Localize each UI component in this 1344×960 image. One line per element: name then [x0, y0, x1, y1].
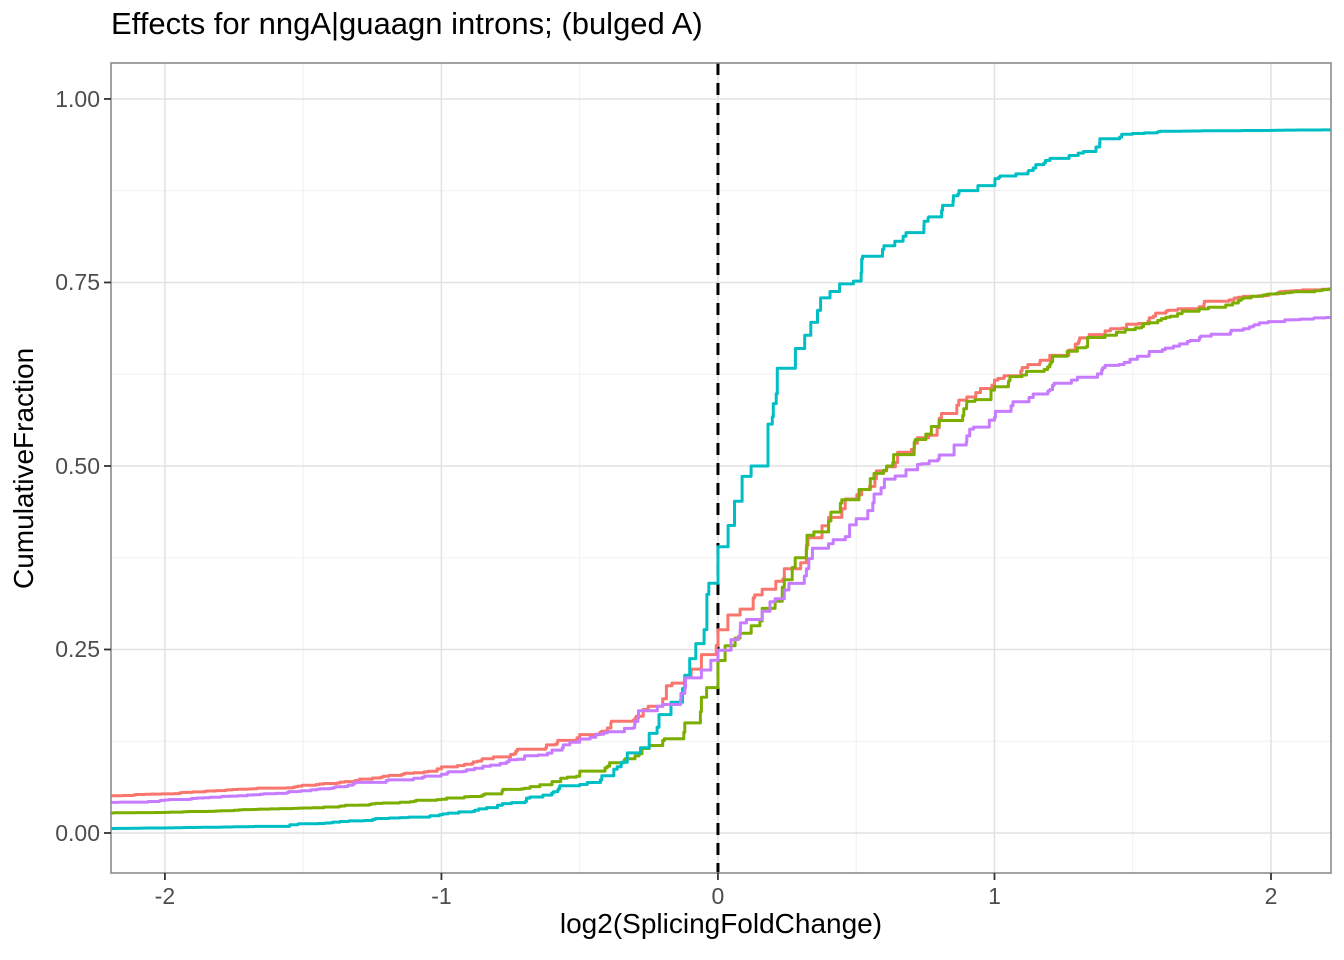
x-tick-label: -1 — [431, 883, 452, 909]
series-line-teal — [111, 128, 1331, 830]
series-line-salmon-red — [111, 287, 1331, 798]
series-line-olive-green — [111, 287, 1331, 815]
x-tick-label: 2 — [1264, 883, 1278, 909]
x-tick-label: 0 — [711, 883, 725, 909]
y-tick-label: 0.00 — [55, 819, 100, 846]
x-axis-title: log2(SplicingFoldChange) — [559, 908, 883, 939]
chart-title: Effects for nngA|guaagn introns; (bulged… — [111, 6, 703, 41]
y-tick-label: 0.50 — [55, 452, 100, 479]
x-tick-label: -2 — [154, 883, 176, 909]
panel-background — [111, 63, 1331, 873]
panel-border — [110, 62, 1332, 874]
y-tick-label: 1.00 — [55, 85, 100, 112]
series-line-purple — [111, 316, 1331, 804]
x-tick-label: 1 — [988, 883, 1001, 909]
y-tick-label: 0.25 — [55, 636, 100, 663]
y-tick-label: 0.75 — [55, 269, 100, 296]
